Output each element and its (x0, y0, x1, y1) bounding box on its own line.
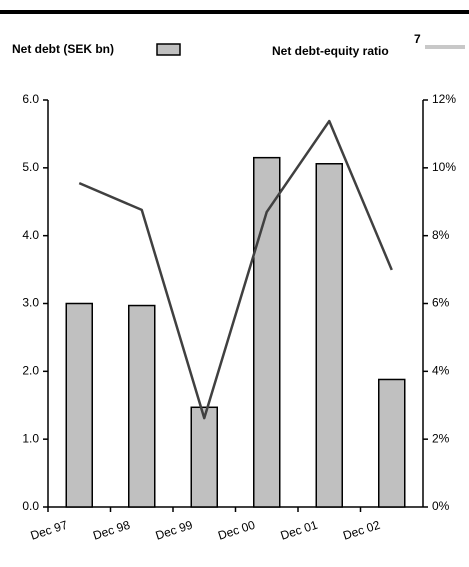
bar (378, 378, 406, 508)
x-tick-label: Dec 98 (91, 518, 132, 543)
y2-tick-label: 12% (432, 92, 456, 106)
y-tick-label: 0.0 (22, 499, 39, 513)
x-tick-label: Dec 01 (279, 518, 320, 543)
x-tick-label: Dec 02 (341, 518, 382, 543)
y-tick-label: 1.0 (22, 431, 39, 445)
top-rule (0, 10, 469, 14)
y-tick-label: 6.0 (22, 92, 39, 106)
x-tick-label: Dec 00 (216, 518, 257, 543)
legend-label: Net debt-equity ratio (272, 44, 389, 58)
y2-tick-label: 0% (432, 499, 450, 513)
bar (128, 304, 156, 508)
y-tick-label: 2.0 (22, 364, 39, 378)
y2-tick-label: 4% (432, 364, 450, 378)
legend-label: Net debt (SEK bn) (12, 42, 114, 56)
y2-tick-label: 8% (432, 228, 450, 242)
y2-tick-label: 10% (432, 160, 456, 174)
legend-footnote: 7 (414, 32, 421, 46)
line (78, 119, 393, 420)
y-tick-label: 4.0 (22, 228, 39, 242)
y2-tick-label: 6% (432, 296, 450, 310)
y2-tick-label: 2% (432, 431, 450, 445)
y-tick-label: 3.0 (22, 296, 39, 310)
y-tick-label: 5.0 (22, 160, 39, 174)
x-tick-label: Dec 99 (154, 518, 195, 543)
bar (315, 163, 343, 508)
bar (190, 406, 218, 508)
bar (65, 302, 93, 508)
legend-swatch (156, 43, 181, 56)
x-tick-label: Dec 97 (29, 518, 70, 543)
